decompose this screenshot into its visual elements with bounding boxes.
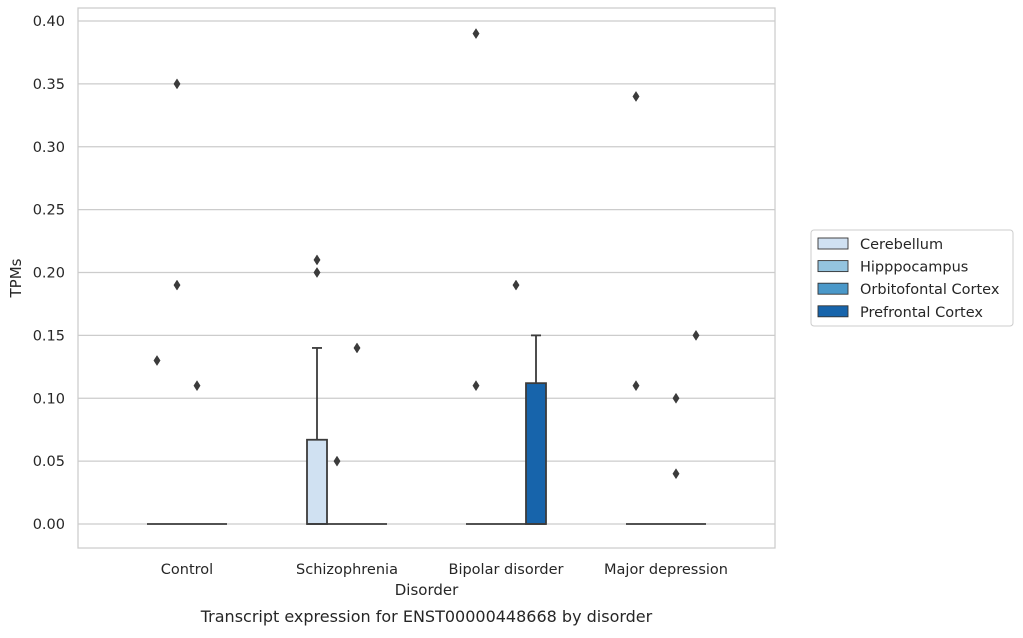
y-tick-label: 0.40	[33, 14, 65, 30]
outlier-point	[173, 279, 181, 291]
box-hipppocampus	[167, 78, 187, 525]
outlier-point	[692, 329, 700, 341]
outlier-point	[173, 78, 181, 90]
legend-label: Prefrontal Cortex	[860, 305, 983, 321]
box-cerebellum	[626, 90, 646, 525]
y-tick-label: 0.25	[33, 203, 65, 219]
box-cerebellum	[306, 254, 328, 525]
legend-label: Cerebellum	[860, 237, 943, 253]
legend-frame	[810, 229, 1014, 327]
box-hipppocampus	[327, 455, 347, 525]
box-cerebellum	[466, 28, 486, 525]
x-tick-labels: Control Schizophrenia Bipolar disorder Majo…	[161, 562, 728, 578]
outlier-point	[672, 468, 680, 480]
legend-label: Orbitofontal Cortex	[860, 282, 1000, 298]
box-orbitofontal-cortex	[347, 342, 367, 525]
box-prefrontal-cortex	[525, 334, 547, 525]
outlier-point	[333, 455, 341, 467]
x-tick-label: Major depression	[604, 562, 728, 578]
outlier-point	[472, 380, 480, 392]
outlier-point	[353, 342, 361, 354]
outlier-point	[672, 392, 680, 404]
box-body	[525, 382, 547, 525]
legend-swatch	[817, 260, 849, 273]
box-orbitofontal-cortex	[187, 380, 207, 525]
chart-title: Transcript expression for ENST0000044866…	[200, 607, 653, 626]
x-tick-label: Bipolar disorder	[449, 562, 564, 578]
x-axis-label: Disorder	[395, 581, 459, 599]
y-tick-labels: 0.00 0.05 0.10 0.15 0.20 0.25 0.30 0.35 0.40	[33, 14, 65, 533]
outlier-point	[632, 90, 640, 102]
legend-label: Hipppocampus	[860, 260, 968, 276]
outlier-point	[193, 380, 201, 392]
plot-frame	[77, 7, 776, 549]
y-axis-label: TPMs	[7, 258, 25, 298]
outlier-point	[313, 267, 321, 278]
legend-swatch	[817, 237, 849, 250]
y-tick-label: 0.00	[33, 517, 65, 533]
x-tick-label: Schizophrenia	[296, 562, 398, 578]
boxes-layer	[147, 28, 706, 525]
outlier-point	[472, 28, 480, 40]
grid-lines	[78, 20, 775, 525]
y-tick-label: 0.30	[33, 140, 65, 156]
y-tick-label: 0.35	[33, 77, 65, 93]
legend: Cerebellum Hipppocampus Orbitofontal Corte…	[810, 229, 1014, 327]
box-cerebellum	[147, 355, 167, 525]
outlier-point	[153, 355, 161, 366]
x-tick-label: Control	[161, 562, 213, 578]
y-tick-label: 0.20	[33, 266, 65, 282]
outlier-point	[512, 279, 520, 291]
legend-swatch	[817, 282, 849, 295]
outlier-point	[632, 380, 640, 392]
y-tick-label: 0.15	[33, 328, 65, 344]
box-orbitofontal-cortex	[506, 279, 526, 525]
y-tick-label: 0.05	[33, 454, 65, 470]
y-tick-label: 0.10	[33, 391, 65, 407]
outlier-point	[313, 254, 321, 266]
box-orbitofontal-cortex	[666, 392, 686, 525]
legend-swatch	[817, 305, 849, 318]
box-prefrontal-cortex	[686, 329, 706, 525]
box-body	[306, 438, 328, 525]
